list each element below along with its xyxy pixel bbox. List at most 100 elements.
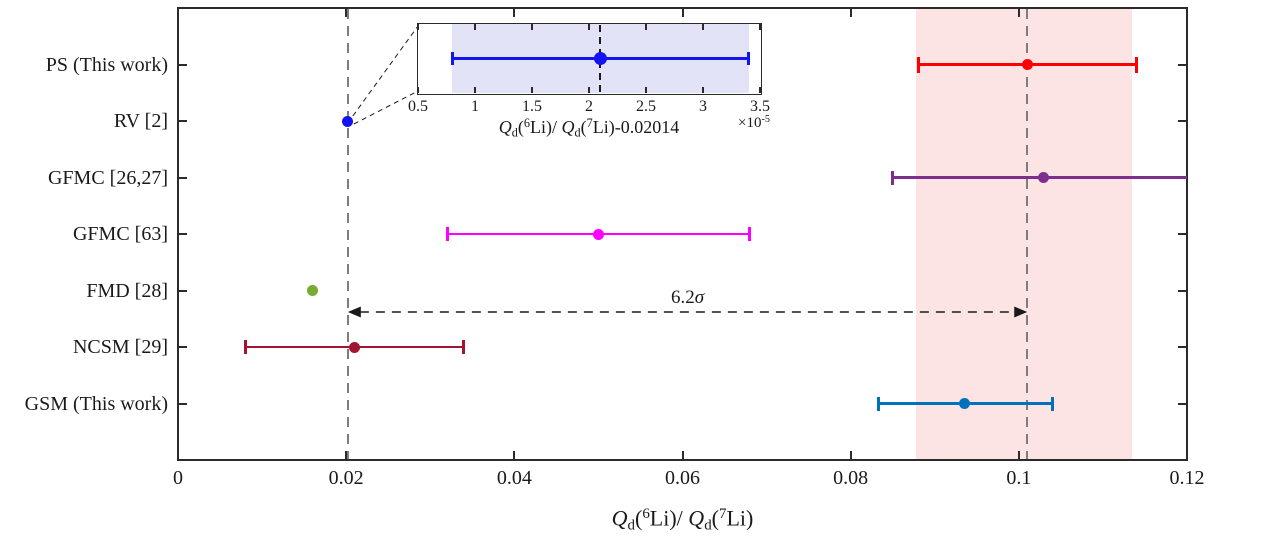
y-tick-right [1178, 289, 1187, 292]
inset-x-tick-top [702, 24, 704, 30]
y-tick-left [178, 176, 187, 179]
inset-x-tick-bottom [759, 87, 761, 93]
inset-x-tick-top [645, 24, 647, 30]
inset-x-tick-bottom [417, 87, 419, 93]
y-category-label: GFMC [26,27] [47, 166, 168, 189]
inset-error-bar-cap-right [746, 52, 750, 65]
label-segment: Li)-0.02014 [592, 117, 680, 138]
sigma-annotation-label: 6.2σ [643, 287, 733, 309]
y-tick-right [1178, 402, 1187, 405]
inset-x-tick-top [759, 24, 761, 30]
x-tick-bottom [513, 451, 516, 460]
x-tick-label: 0 [173, 467, 183, 489]
inset-x-tick-top [588, 24, 590, 30]
y-category-label: GFMC [63] [72, 223, 168, 245]
x-tick-bottom [345, 451, 348, 460]
y-tick-right [1178, 63, 1187, 66]
y-tick-left [178, 289, 187, 292]
x-tick-bottom [849, 451, 852, 460]
x-tick-bottom [681, 451, 684, 460]
inset-x-tick-top [417, 24, 419, 30]
inset-x-tick-bottom [645, 87, 647, 93]
label-segment: ( [711, 505, 719, 531]
error-bar-cap-left [890, 170, 894, 185]
y-tick-right [1178, 346, 1187, 348]
x-tick-label: 0.12 [1169, 467, 1205, 489]
y-tick-left [178, 120, 187, 122]
label-segment: Q [561, 117, 575, 138]
x-tick-top [345, 8, 348, 17]
y-category-label: PS (This work) [45, 53, 168, 76]
inset-x-axis-title: Qd(6Li)/ Qd(7Li)-0.02014 [419, 113, 759, 143]
label-segment: Q [688, 505, 705, 531]
label-segment: 7 [719, 506, 727, 522]
label-segment: d [574, 125, 581, 140]
inset-x-tick-top [531, 24, 533, 30]
y-category-label: RV [2] [113, 110, 168, 132]
label-segment: d [627, 517, 635, 534]
label-segment: 6 [523, 116, 530, 130]
error-bar-cap-right [1134, 56, 1138, 73]
label-segment: d [511, 125, 518, 140]
y-category-label: GSM (This work) [24, 392, 168, 415]
inset-x-tick-label: 1.5 [522, 98, 542, 115]
y-tick-left [178, 63, 187, 66]
x-tick-label: 0.06 [665, 467, 700, 489]
x-tick-label: 0.04 [496, 467, 532, 489]
x-axis-title: Qd(6Li)/ Qd(7Li) [523, 501, 843, 539]
label-segment: 7 [586, 116, 593, 130]
x-tick-label: 0.08 [833, 467, 869, 489]
error-bar-cap-right [747, 227, 751, 241]
x-tick-top [1186, 8, 1188, 17]
inset-x-tick-label: 3 [699, 98, 707, 115]
label-segment: Li)/ [530, 117, 562, 138]
error-bar-cap-left [446, 227, 450, 241]
y-tick-right [1178, 233, 1187, 235]
experimental-band [916, 9, 1133, 459]
inset-x-tick-label: 2 [585, 98, 593, 115]
x-tick-top [177, 8, 179, 17]
inset-x-tick-bottom [474, 87, 476, 93]
label-segment: d [704, 517, 712, 534]
data-point-marker [1037, 172, 1049, 183]
y-tick-left [178, 346, 187, 348]
label-segment: 6.2 [670, 287, 695, 308]
inset-x-tick-top [474, 24, 476, 30]
x-tick-top [849, 8, 852, 17]
inset-x-tick-label: 1 [471, 98, 479, 115]
data-point-marker [592, 228, 604, 240]
reference-dashed-line-2 [1026, 9, 1029, 459]
label-segment: ( [517, 117, 524, 138]
inset-x-tick-bottom [531, 87, 533, 93]
label-segment: Q [611, 505, 628, 531]
data-point-marker [307, 285, 319, 296]
x-tick-top [1017, 8, 1020, 17]
data-point-marker [958, 398, 970, 409]
x-tick-bottom [1186, 451, 1188, 460]
y-category-label: NCSM [29] [72, 336, 168, 358]
data-point-marker [349, 341, 361, 353]
error-bar-cap-left [916, 56, 920, 73]
error-bar-cap-right [1051, 396, 1055, 411]
label-segment: ( [634, 505, 643, 531]
error-bar-cap-left [877, 396, 881, 411]
y-tick-left [178, 233, 187, 235]
label-segment: ( [580, 117, 587, 138]
label-segment: σ [694, 287, 705, 308]
inset-x-tick-bottom [588, 87, 590, 93]
x-tick-label: 0.1 [1006, 467, 1032, 489]
x-tick-label: 0.02 [328, 467, 364, 489]
inset-axis-multiplier: ×10-5 [700, 111, 770, 132]
inset-data-point-marker [593, 52, 607, 65]
label-segment: -5 [761, 114, 771, 125]
inset-x-tick-label: 0.5 [408, 98, 428, 115]
label-segment: Li) [726, 505, 754, 531]
label-segment: ×10 [738, 115, 762, 132]
x-tick-bottom [177, 451, 179, 460]
inset-x-tick-label: 3.5 [750, 98, 770, 115]
y-category-label: FMD [28] [86, 279, 168, 302]
x-tick-top [513, 8, 516, 17]
label-segment: 6 [642, 506, 650, 522]
inset-x-tick-label: 2.5 [636, 98, 656, 115]
data-point-marker [342, 115, 354, 127]
